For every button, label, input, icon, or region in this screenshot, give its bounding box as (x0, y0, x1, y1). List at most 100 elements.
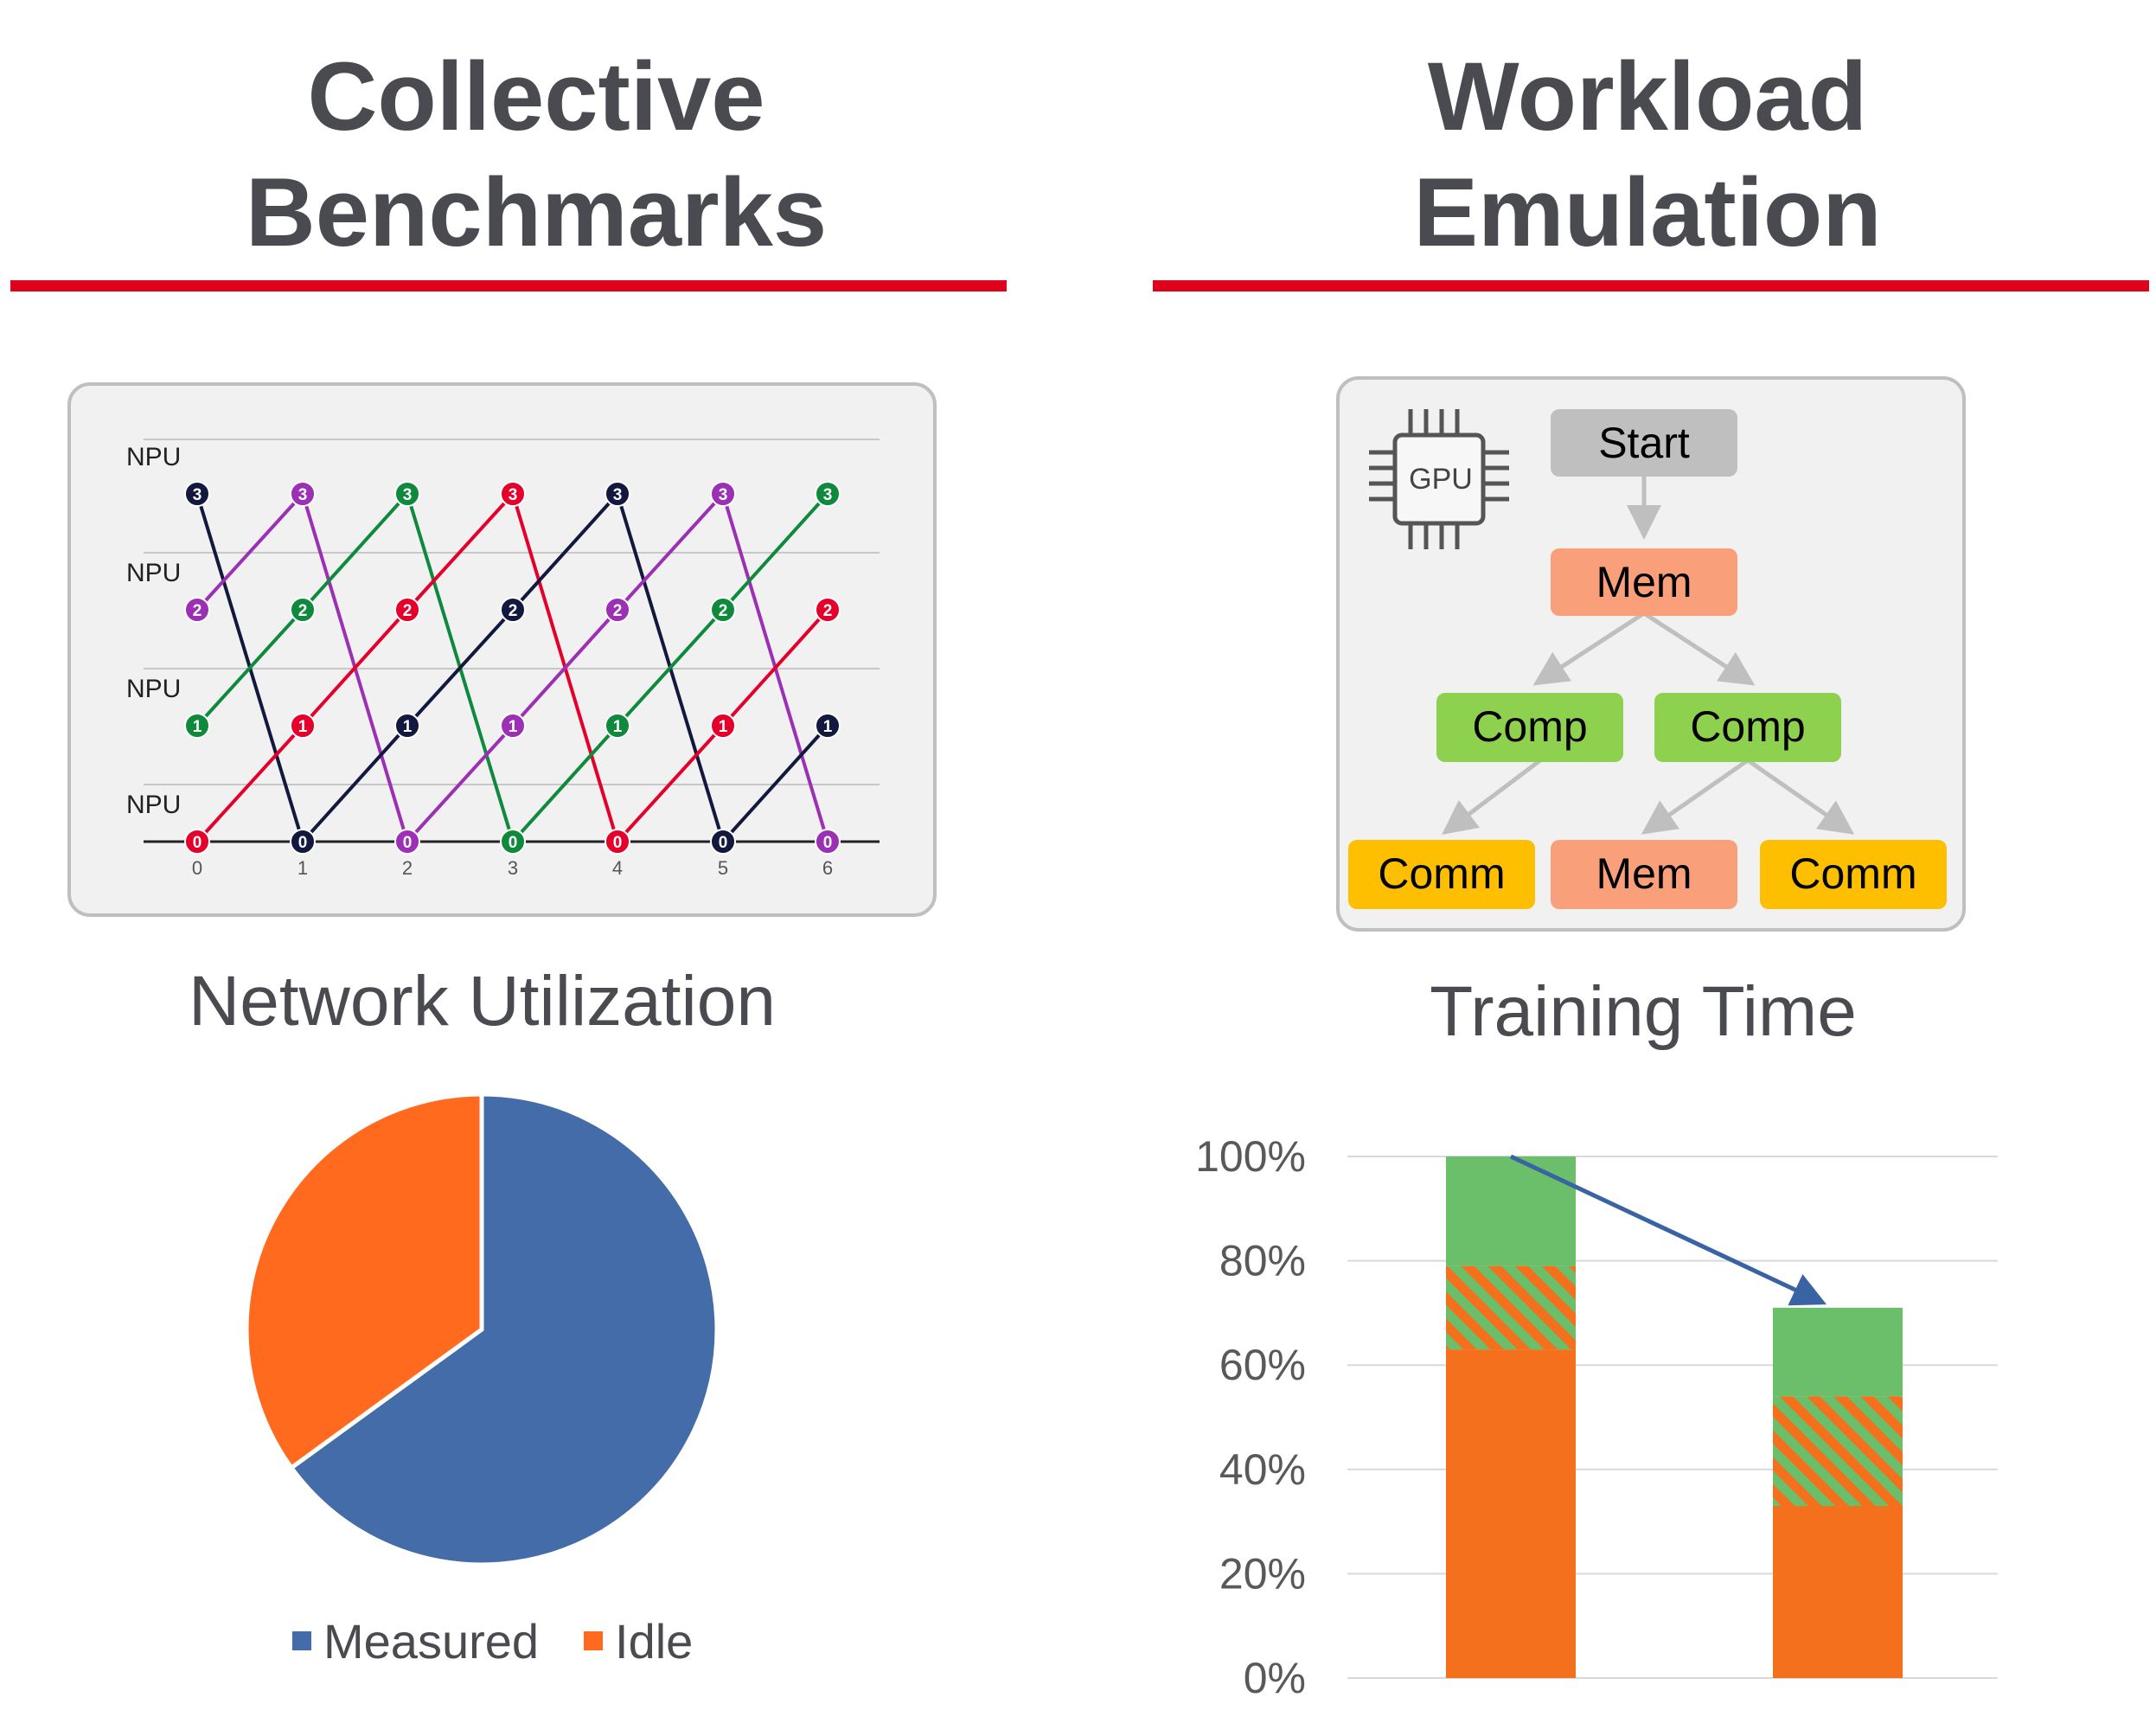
transfer-edge-purple (406, 724, 515, 843)
bar-segment (1773, 1307, 1903, 1397)
legend-label-idle: Idle (615, 1613, 694, 1669)
workload-dag-panel: GPU Start Mem Comp Comp Comm Mem Comm (1336, 376, 1966, 932)
dag-node-comp-left: Comp (1436, 693, 1623, 762)
transfer-edge-red (616, 724, 725, 843)
svg-text:0: 0 (403, 834, 413, 852)
title-line-2: Benchmarks (245, 158, 828, 266)
transfer-edge-purple (616, 492, 725, 612)
dag-node-comp-right: Comp (1654, 693, 1841, 762)
npu-node-2: 2 (500, 597, 526, 623)
svg-text:1: 1 (823, 718, 833, 736)
npu-node-2: 2 (290, 597, 316, 623)
transfer-edge-green (301, 492, 409, 612)
y-tick-label: 100% (1195, 1132, 1306, 1181)
y-tick-label: 20% (1219, 1549, 1306, 1598)
transfer-edge-navy (511, 492, 619, 612)
npu-node-3: 3 (710, 481, 736, 507)
transfer-edge-green (511, 724, 619, 843)
transfer-edge-purple (511, 608, 619, 727)
dag-node-mem-top: Mem (1551, 548, 1737, 616)
svg-text:3: 3 (823, 486, 833, 504)
npu-label: NPU (126, 443, 181, 471)
edge-comp-right-mem (1641, 758, 1750, 835)
ring-collective-diagram: NPU NPU NPU NPU 0 1 2 3 4 5 6 3 2 1 0 3 2 1 0 3 2 1 0 3 2 1 0 3 2 1 0 3… (126, 439, 880, 879)
svg-text:2: 2 (823, 602, 833, 620)
network-utilization-pie-chart (244, 1092, 720, 1567)
npu-node-1: 1 (815, 713, 841, 739)
npu-node-0: 0 (605, 829, 630, 855)
svg-text:0: 0 (823, 834, 833, 852)
svg-text:1: 1 (298, 718, 308, 736)
bar-segment (1446, 1265, 1576, 1350)
npu-node-3: 3 (394, 481, 420, 507)
workload-emulation-title: Workload Emulation (1107, 39, 2156, 271)
svg-text:2: 2 (193, 602, 202, 620)
svg-text:3: 3 (719, 486, 728, 504)
pie-slice-measured (288, 1092, 720, 1567)
npu-node-2: 2 (605, 597, 630, 623)
npu-node-0: 0 (710, 829, 736, 855)
edge-comp-right-comm (1746, 758, 1855, 835)
npu-node-1: 1 (394, 713, 420, 739)
npu-node-3: 3 (500, 481, 526, 507)
transfer-edge-red (721, 608, 829, 727)
ring-collective-panel: NPU NPU NPU NPU 0 1 2 3 4 5 6 3 2 1 0 3 2 1 0 3 2 1 0 3 2 1 0 3 2 1 0 3… (67, 382, 937, 917)
left-title-underline (10, 280, 1007, 291)
transfer-edge-navy (721, 724, 829, 843)
y-tick-label: 80% (1219, 1237, 1306, 1285)
svg-text:2: 2 (719, 602, 728, 620)
npu-label: NPU (126, 791, 181, 819)
svg-text:2: 2 (613, 602, 623, 620)
step-label: 3 (508, 857, 518, 879)
step-label: 0 (192, 857, 202, 879)
svg-text:1: 1 (509, 718, 518, 736)
transfer-edge-navy (406, 608, 515, 727)
transfer-edge-green (721, 492, 829, 612)
npu-node-2: 2 (184, 597, 210, 623)
svg-text:3: 3 (403, 486, 413, 504)
dag-node-start: Start (1551, 409, 1737, 477)
transfer-edge-red (406, 492, 515, 612)
title-line-1: Collective (307, 42, 765, 151)
edge-mem-comp-right (1642, 611, 1756, 686)
bar-segment (1446, 1349, 1576, 1678)
dag-node-comm-right: Comm (1760, 840, 1947, 909)
svg-text:3: 3 (509, 486, 518, 504)
transfer-edge-green (616, 608, 725, 727)
dag-node-mem-bottom: Mem (1551, 840, 1737, 909)
pie-slice-idle (244, 1092, 484, 1471)
transfer-edge-purple (195, 492, 304, 612)
npu-node-1: 1 (500, 713, 526, 739)
legend-swatch-idle (584, 1631, 604, 1650)
npu-node-3: 3 (184, 481, 210, 507)
npu-node-2: 2 (815, 597, 841, 623)
npu-node-1: 1 (710, 713, 736, 739)
svg-text:1: 1 (719, 718, 728, 736)
title-line-1: Workload (1427, 42, 1868, 151)
svg-text:1: 1 (613, 718, 623, 736)
transfer-edge-red (195, 724, 304, 843)
npu-node-2: 2 (394, 597, 420, 623)
gpu-chip-icon: GPU (1369, 409, 1509, 549)
npu-node-3: 3 (605, 481, 630, 507)
transfer-edge-green (195, 608, 304, 727)
transfer-edge-red (301, 608, 409, 727)
dag-edges (1442, 477, 1855, 836)
edge-comp-left-comm (1442, 759, 1542, 836)
y-tick-label: 40% (1219, 1445, 1306, 1494)
svg-text:1: 1 (193, 718, 202, 736)
training-time-bar-chart: 0% 20% 40% 60% 80% 100% (1195, 1132, 1998, 1702)
npu-node-0: 0 (500, 829, 526, 855)
npu-node-0: 0 (394, 829, 420, 855)
bar-segment (1773, 1396, 1903, 1507)
npu-node-1: 1 (290, 713, 316, 739)
npu-node-2: 2 (710, 597, 736, 623)
dag-node-comm-left: Comm (1348, 840, 1535, 909)
npu-node-1: 1 (605, 713, 630, 739)
svg-text:3: 3 (193, 486, 202, 504)
right-title-underline (1153, 280, 2149, 291)
npu-node-0: 0 (815, 829, 841, 855)
step-label: 2 (402, 857, 413, 879)
npu-label: NPU (126, 675, 181, 703)
collective-benchmarks-title: Collective Benchmarks (0, 39, 1072, 271)
